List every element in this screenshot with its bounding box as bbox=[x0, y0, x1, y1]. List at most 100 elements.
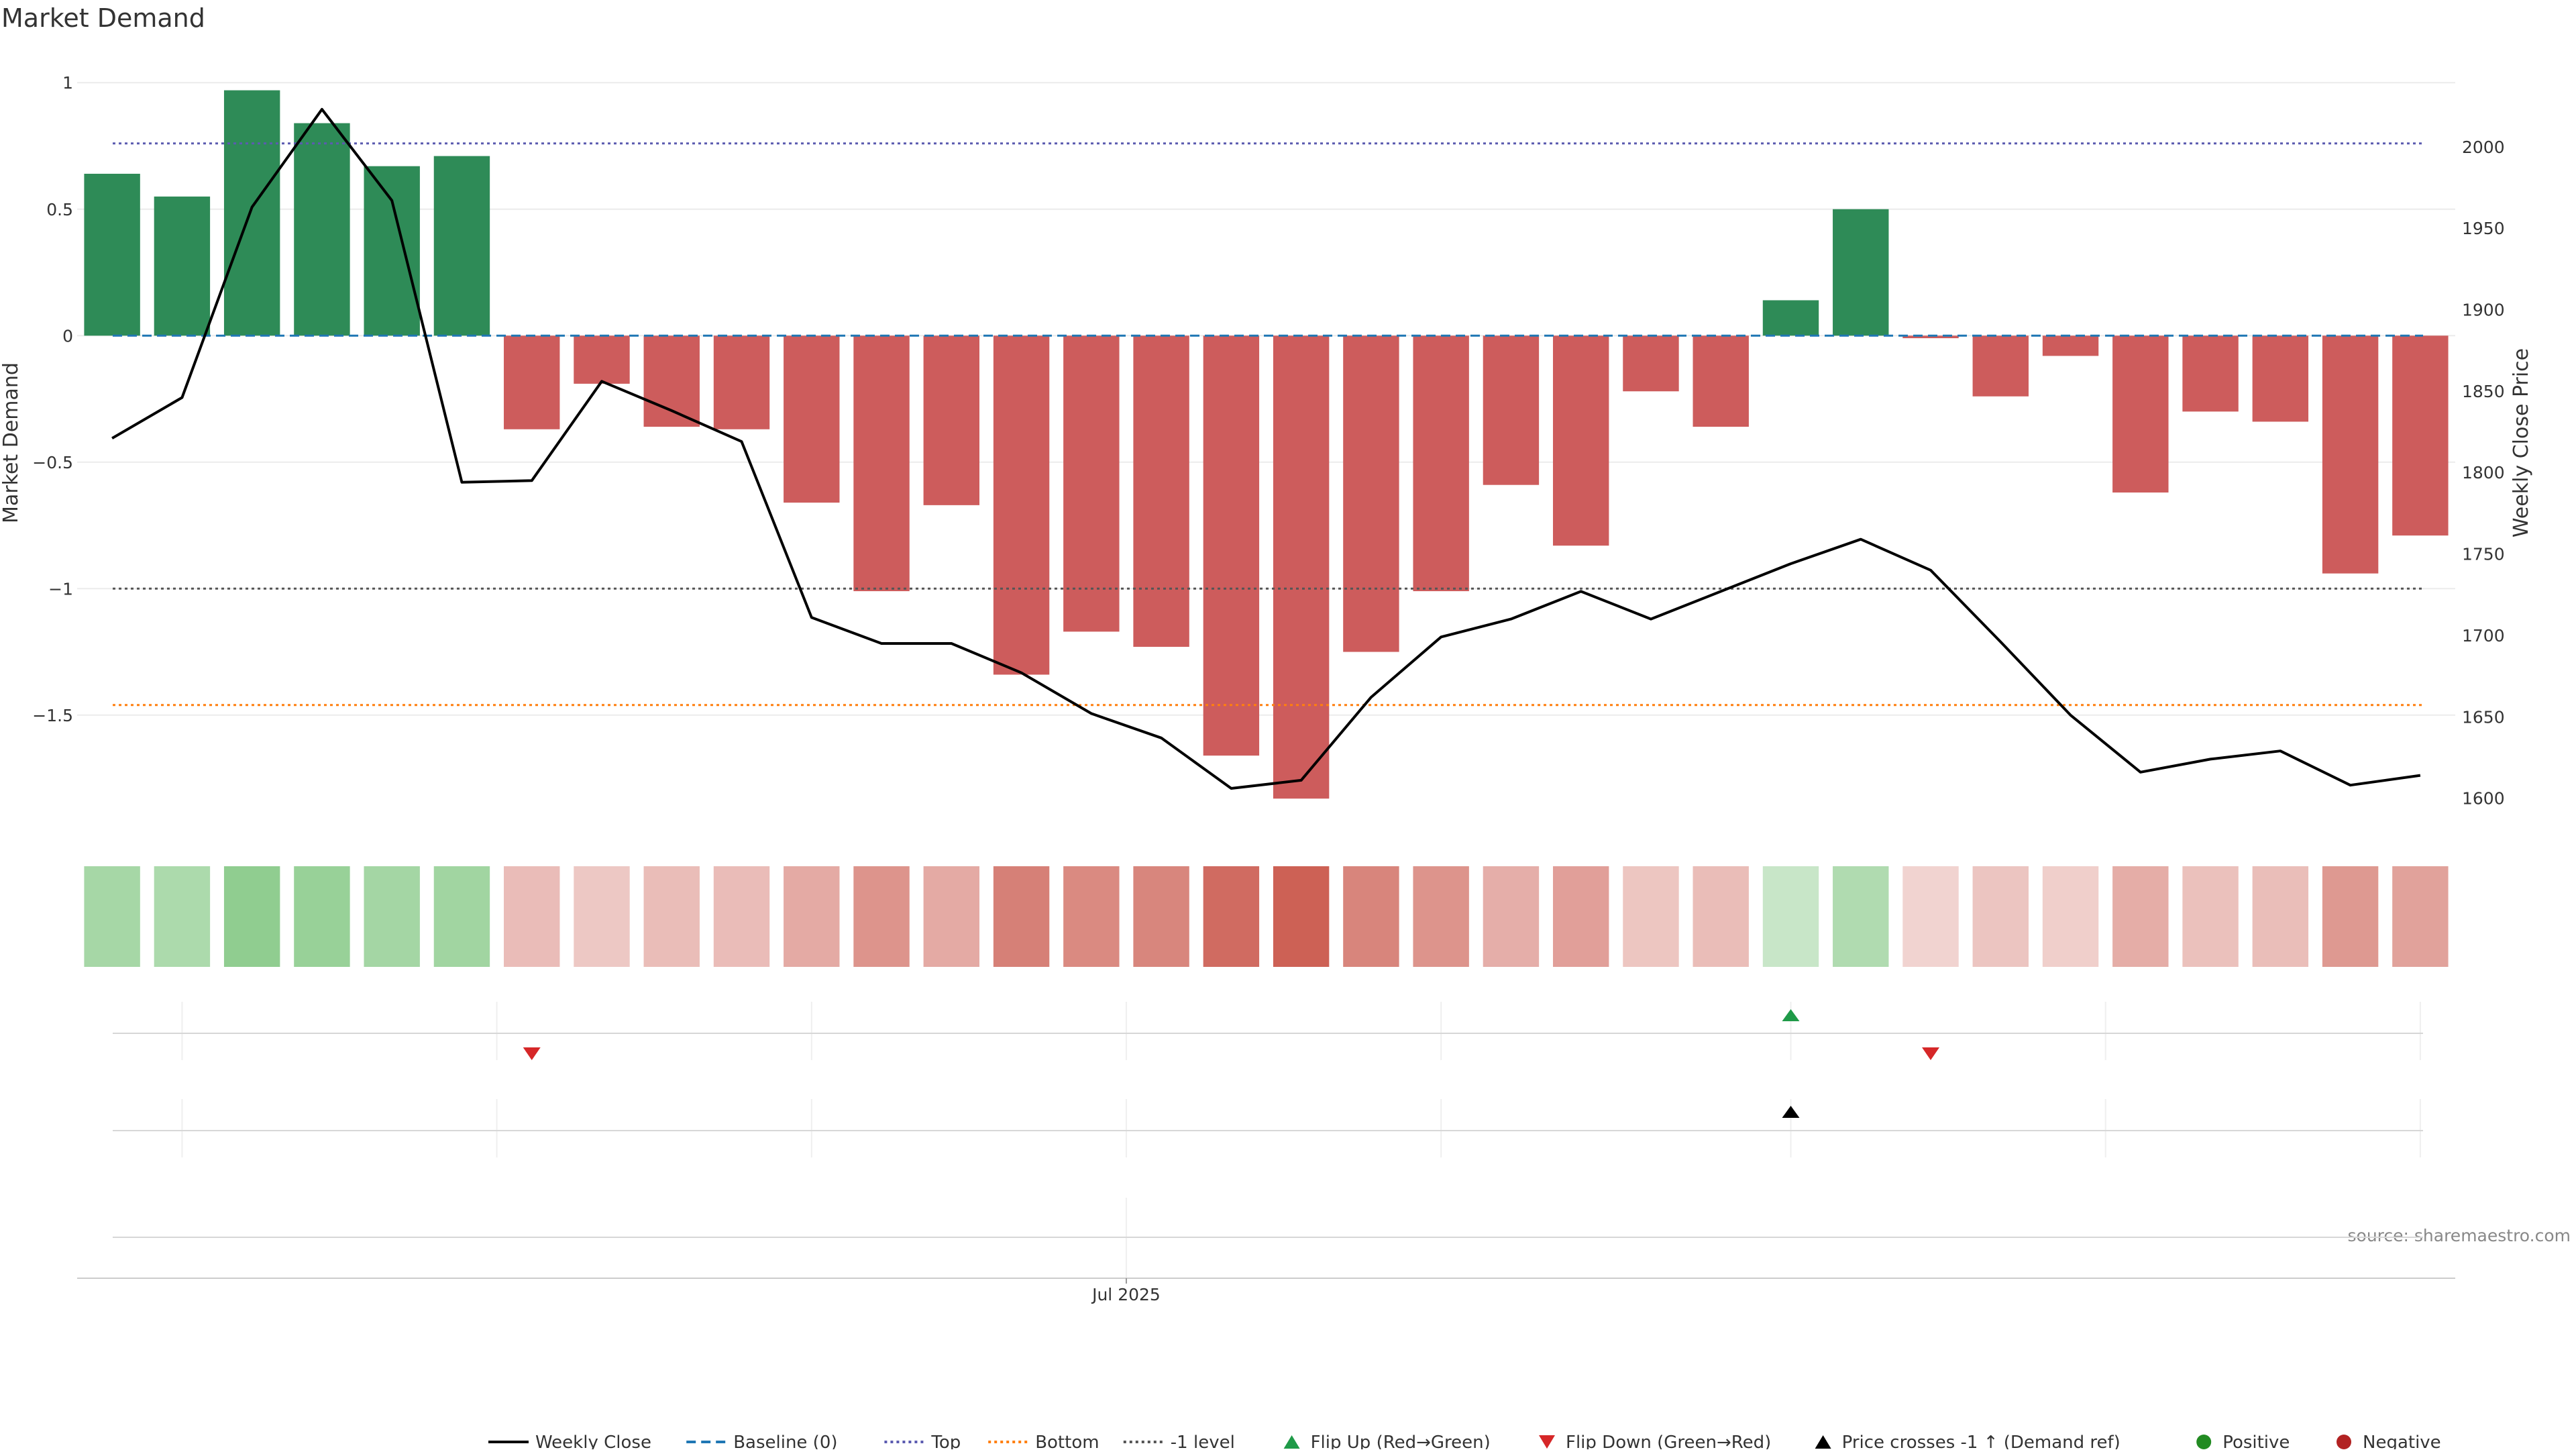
weekly-close-line bbox=[111, 107, 2421, 790]
heat-cell bbox=[574, 866, 630, 967]
heat-cell bbox=[1483, 866, 1540, 967]
heat-cell bbox=[1552, 866, 1609, 967]
legend-item: Price crosses -1 ↑ (Demand ref) bbox=[1815, 1433, 2121, 1452]
demand-bar bbox=[1623, 335, 1679, 392]
y-tick-label: −0.5 bbox=[32, 453, 73, 472]
heat-cell bbox=[2042, 866, 2099, 967]
demand-bar bbox=[1063, 335, 1120, 632]
heat-cell bbox=[84, 866, 140, 967]
y-tick-label: 0 bbox=[62, 326, 73, 346]
demand-bar bbox=[784, 335, 840, 503]
y2-tick-label: 1850 bbox=[2462, 382, 2505, 401]
legend-label: Positive bbox=[2222, 1433, 2290, 1449]
y2-tick-label: 1650 bbox=[2462, 707, 2505, 727]
heat-cell bbox=[1203, 866, 1260, 967]
demand-bar bbox=[223, 90, 280, 336]
legend-label: -1 level bbox=[1171, 1433, 1235, 1449]
legend-label: Top bbox=[930, 1433, 961, 1449]
heat-cell bbox=[1623, 866, 1679, 967]
y2-tick-label: 1700 bbox=[2462, 626, 2505, 645]
heat-cell bbox=[2182, 866, 2239, 967]
demand-bar bbox=[643, 335, 700, 427]
y-axis-label: Market Demand bbox=[0, 362, 23, 523]
demand-bar bbox=[364, 166, 420, 336]
demand-bar bbox=[1902, 335, 1959, 339]
heat-cell bbox=[1063, 866, 1120, 967]
demand-bar bbox=[1273, 335, 1330, 799]
demand-bar bbox=[294, 123, 350, 336]
legend-label: Bottom bbox=[1035, 1433, 1099, 1449]
x-tick-label: Jul 2025 bbox=[1091, 1285, 1161, 1304]
legend: Weekly Close Baseline (0) Top Bottom -1 leve… bbox=[488, 1433, 2441, 1452]
heat-cell bbox=[1273, 866, 1330, 967]
y2-tick-label: 2000 bbox=[2462, 138, 2505, 157]
y-tick-label: 0.5 bbox=[46, 200, 73, 219]
x-axis bbox=[77, 1278, 2455, 1284]
heat-cell bbox=[294, 866, 350, 967]
demand-bar bbox=[1762, 300, 1819, 336]
demand-bar bbox=[1203, 335, 1260, 756]
y2-axis-ticks: 2000 1950 1900 1850 1800 1750 1700 1650 1600 bbox=[2462, 138, 2505, 809]
y2-tick-label: 1800 bbox=[2462, 463, 2505, 482]
demand-bar bbox=[993, 335, 1050, 675]
legend-item: Flip Up (Red→Green) bbox=[1283, 1433, 1491, 1452]
y-tick-label: −1 bbox=[48, 579, 73, 599]
y2-axis-label: Weekly Close Price bbox=[2510, 348, 2533, 537]
y-axis-ticks: 1 0.5 0 −0.5 −1 −1.5 bbox=[32, 73, 73, 725]
heat-cell bbox=[1693, 866, 1749, 967]
demand-bar bbox=[853, 335, 910, 592]
demand-bar bbox=[2322, 335, 2379, 574]
heat-cell bbox=[433, 866, 490, 967]
weekly-close-series bbox=[111, 107, 2421, 790]
heat-cell bbox=[2112, 866, 2169, 967]
chart-title: Market Demand bbox=[1, 3, 205, 33]
legend-label: Baseline (0) bbox=[733, 1433, 837, 1449]
demand-bar bbox=[2182, 335, 2239, 412]
demand-bar bbox=[2042, 335, 2099, 356]
price-cross-panel bbox=[113, 1106, 2423, 1131]
legend-item: Baseline (0) bbox=[686, 1433, 838, 1452]
heat-cell bbox=[364, 866, 420, 967]
demand-bar bbox=[1483, 335, 1540, 485]
legend-item: Top bbox=[884, 1433, 961, 1452]
legend-item: Flip Down (Green→Red) bbox=[1539, 1433, 1771, 1452]
heat-cell bbox=[1833, 866, 1889, 967]
heat-cell bbox=[713, 866, 770, 967]
demand-bar bbox=[84, 173, 140, 336]
flip-up-marker bbox=[1782, 1009, 1800, 1021]
heat-cell bbox=[923, 866, 980, 967]
source-note: source: sharemaestro.com bbox=[2348, 1226, 2571, 1245]
demand-bar bbox=[1343, 335, 1399, 652]
demand-bar bbox=[2392, 335, 2449, 536]
heat-cell bbox=[784, 866, 840, 967]
heat-cell bbox=[1902, 866, 1959, 967]
heat-cell bbox=[154, 866, 211, 967]
demand-bar bbox=[1693, 335, 1749, 427]
demand-bars bbox=[84, 90, 2449, 799]
heat-cell bbox=[643, 866, 700, 967]
y-tick-label: 1 bbox=[62, 73, 73, 93]
heat-cell bbox=[1133, 866, 1189, 967]
legend-swatch bbox=[1283, 1435, 1300, 1449]
heat-cell bbox=[1413, 866, 1469, 967]
legend-item: Bottom bbox=[988, 1433, 1099, 1452]
demand-bar bbox=[574, 335, 630, 384]
demand-bar bbox=[1833, 209, 1889, 336]
demand-bar bbox=[433, 156, 490, 336]
heat-cell bbox=[1762, 866, 1819, 967]
demand-bar bbox=[2112, 335, 2169, 493]
legend-label: Flip Down (Green→Red) bbox=[1566, 1433, 1771, 1449]
heat-cell bbox=[223, 866, 280, 967]
y-tick-label: −1.5 bbox=[32, 706, 73, 725]
heat-cell bbox=[504, 866, 560, 967]
heat-cell bbox=[993, 866, 1050, 967]
flip-down-marker bbox=[1922, 1047, 1940, 1060]
heat-cell bbox=[1972, 866, 2029, 967]
flip-down-marker bbox=[523, 1047, 541, 1060]
legend-item: Positive bbox=[2196, 1433, 2290, 1452]
flip-markers-panel bbox=[113, 1009, 2423, 1060]
price-cross-marker bbox=[1782, 1106, 1800, 1118]
heat-cell bbox=[2252, 866, 2309, 967]
